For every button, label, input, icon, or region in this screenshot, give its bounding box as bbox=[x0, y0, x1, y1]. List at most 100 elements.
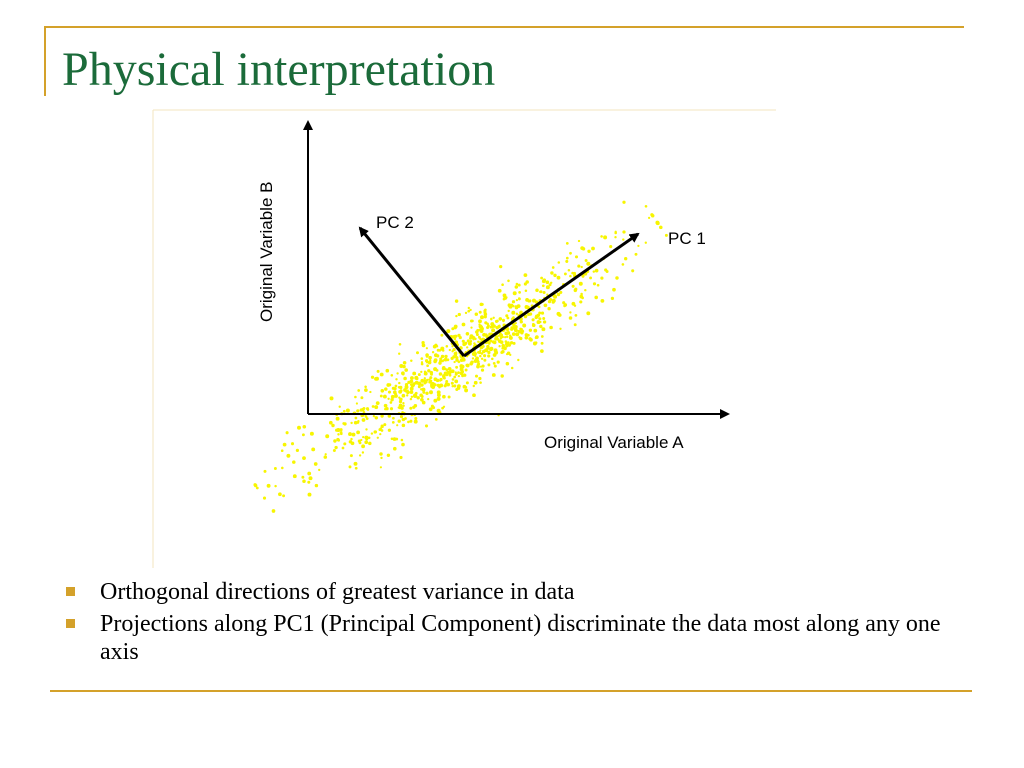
scatter-point bbox=[505, 314, 509, 318]
scatter-point bbox=[539, 290, 543, 294]
scatter-point bbox=[387, 390, 392, 394]
scatter-point bbox=[477, 340, 480, 344]
scatter-point bbox=[384, 407, 387, 411]
scatter-point bbox=[499, 337, 503, 340]
scatter-point bbox=[644, 204, 648, 208]
scatter-point bbox=[376, 369, 380, 373]
scatter-point bbox=[358, 454, 362, 457]
scatter-point bbox=[624, 257, 628, 261]
scatter-point bbox=[409, 419, 413, 423]
scatter-point bbox=[479, 365, 483, 368]
scatter-point bbox=[559, 290, 563, 294]
scatter-point bbox=[528, 299, 532, 302]
scatter-point bbox=[420, 383, 424, 387]
scatter-point bbox=[285, 431, 289, 435]
scatter-point bbox=[391, 421, 395, 424]
scatter-point bbox=[428, 378, 431, 381]
scatter-point bbox=[501, 347, 504, 350]
scatter-point bbox=[455, 365, 459, 369]
scatter-point bbox=[421, 341, 425, 345]
scatter-point bbox=[584, 259, 588, 262]
scatter-point bbox=[441, 349, 445, 352]
scatter-point bbox=[482, 349, 486, 354]
scatter-point bbox=[440, 354, 445, 359]
scatter-point bbox=[455, 314, 458, 318]
scatter-point bbox=[383, 403, 388, 408]
scatter-point bbox=[398, 396, 401, 399]
scatter-point bbox=[483, 315, 487, 319]
scatter-point bbox=[491, 341, 495, 344]
scatter-point bbox=[286, 453, 291, 458]
scatter-point bbox=[324, 453, 327, 456]
scatter-point bbox=[451, 327, 455, 331]
scatter-point bbox=[404, 385, 409, 390]
scatter-point bbox=[472, 384, 476, 388]
bullet-text: Projections along PC1 (Principal Compone… bbox=[100, 611, 941, 665]
scatter-point bbox=[376, 436, 379, 439]
scatter-point bbox=[524, 336, 529, 340]
scatter-point bbox=[348, 465, 352, 469]
scatter-point bbox=[282, 442, 287, 447]
scatter-point bbox=[302, 456, 306, 460]
scatter-point bbox=[379, 452, 383, 456]
scatter-point bbox=[473, 380, 478, 385]
scatter-point bbox=[574, 255, 579, 259]
scatter-point bbox=[360, 396, 364, 400]
scatter-point bbox=[574, 314, 578, 317]
scatter-point bbox=[464, 341, 468, 345]
scatter-point bbox=[380, 429, 384, 432]
scatter-point bbox=[484, 321, 488, 325]
scatter-point bbox=[354, 466, 358, 470]
scatter-point bbox=[591, 246, 595, 251]
scatter-point bbox=[524, 314, 528, 318]
scatter-point bbox=[453, 360, 456, 364]
scatter-point bbox=[364, 440, 369, 445]
scatter-point bbox=[412, 405, 416, 409]
scatter-point bbox=[488, 347, 493, 352]
scatter-point bbox=[403, 376, 407, 381]
scatter-point bbox=[506, 316, 510, 320]
scatter-point bbox=[586, 311, 591, 316]
scatter-point bbox=[579, 300, 583, 304]
scatter-point bbox=[490, 324, 495, 329]
scatter-point bbox=[308, 476, 313, 481]
scatter-point bbox=[581, 296, 584, 300]
scatter-point bbox=[366, 408, 370, 411]
scatter-point bbox=[505, 344, 509, 348]
scatter-point bbox=[343, 422, 347, 426]
scatter-point bbox=[475, 333, 479, 337]
scatter-point bbox=[506, 351, 511, 355]
scatter-point bbox=[390, 398, 394, 402]
scatter-point bbox=[404, 390, 408, 393]
scatter-point bbox=[594, 268, 599, 273]
scatter-point bbox=[400, 406, 404, 410]
scatter-point bbox=[355, 402, 359, 405]
scatter-point bbox=[509, 341, 514, 345]
scatter-point bbox=[431, 351, 435, 354]
scatter-point bbox=[491, 357, 494, 361]
scatter-point bbox=[362, 406, 366, 410]
scatter-point bbox=[281, 466, 284, 470]
scatter-point bbox=[402, 404, 405, 407]
scatter-point bbox=[443, 377, 446, 380]
scatter-point bbox=[523, 273, 528, 277]
scatter-point bbox=[600, 276, 604, 280]
scatter-point bbox=[529, 337, 533, 342]
scatter-point bbox=[454, 299, 459, 303]
scatter-point bbox=[371, 405, 375, 408]
scatter-point bbox=[447, 366, 452, 371]
scatter-point bbox=[438, 372, 443, 376]
scatter-point bbox=[515, 282, 519, 286]
pc2-arrow bbox=[358, 226, 466, 357]
scatter-point bbox=[399, 364, 404, 368]
scatter-point bbox=[457, 360, 461, 364]
scatter-point bbox=[332, 449, 336, 452]
scatter-point bbox=[370, 432, 374, 435]
scatter-point bbox=[423, 377, 426, 380]
scatter-point bbox=[484, 308, 487, 312]
scatter-point bbox=[519, 320, 523, 324]
scatter-point bbox=[631, 269, 635, 273]
scatter-point bbox=[478, 336, 481, 339]
scatter-point bbox=[420, 397, 424, 402]
scatter-point bbox=[453, 326, 457, 330]
